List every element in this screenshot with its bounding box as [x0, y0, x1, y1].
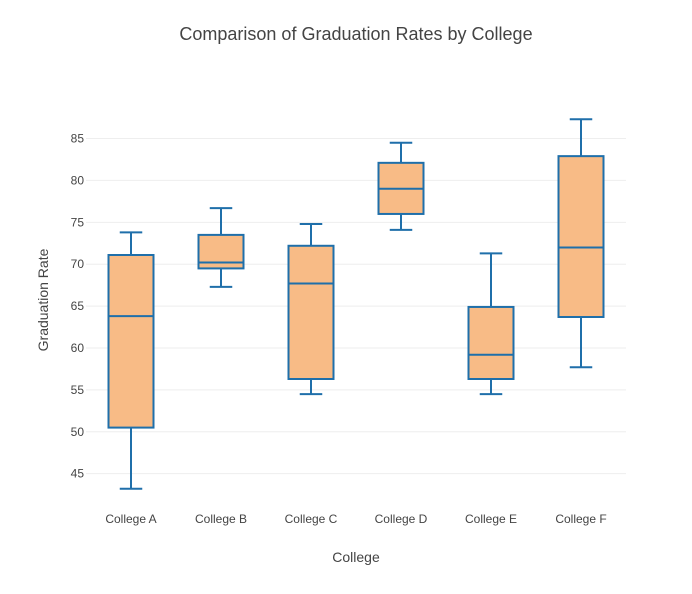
x-axis-title: College: [332, 549, 380, 565]
box-6: [557, 118, 605, 369]
y-tick-label: 45: [71, 467, 85, 481]
x-tick-label: College A: [105, 512, 156, 526]
x-tick-label: College C: [285, 512, 338, 526]
x-tick-label: College E: [465, 512, 517, 526]
box-3: [287, 223, 335, 396]
gridlines: [86, 138, 626, 475]
x-axis-ticks: College A College B College C College D Coll…: [105, 512, 606, 526]
chart-title: Comparison of Graduation Rates by Colleg…: [179, 24, 532, 44]
box-1: [107, 231, 155, 490]
y-tick-label: 55: [71, 383, 85, 397]
y-tick-label: 80: [71, 173, 85, 187]
x-tick-label: College B: [195, 512, 247, 526]
y-tick-label: 85: [71, 132, 85, 146]
y-tick-label: 75: [71, 215, 85, 229]
iqr-box: [287, 244, 335, 380]
box-2: [197, 207, 245, 288]
y-tick-label: 60: [71, 341, 85, 355]
box-5: [467, 252, 515, 396]
y-tick-label: 70: [71, 257, 85, 271]
iqr-box: [107, 254, 155, 429]
y-tick-label: 50: [71, 425, 85, 439]
y-axis-title: Graduation Rate: [35, 248, 51, 351]
iqr-box: [557, 155, 605, 318]
y-tick-label: 65: [71, 299, 85, 313]
iqr-box: [467, 305, 515, 381]
x-tick-label: College D: [375, 512, 428, 526]
y-axis-ticks: 45 50 55 60 65 70 75 80 85: [71, 132, 85, 481]
boxes: [107, 118, 605, 490]
box-4: [377, 141, 425, 231]
x-tick-label: College F: [555, 512, 606, 526]
